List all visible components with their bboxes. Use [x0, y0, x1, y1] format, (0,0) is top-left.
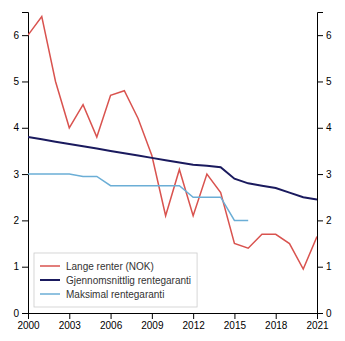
tick-label: 2 [326, 215, 332, 226]
tick-label: 0 [13, 308, 19, 319]
y2-axis: 0 1 2 3 4 5 6 [317, 13, 332, 319]
axis-line [29, 314, 318, 320]
tick: 2009 [141, 313, 164, 331]
tick-mark [276, 313, 277, 319]
series-line [28, 174, 248, 220]
tick-mark [234, 313, 235, 319]
chart: 2000200320062009201220152018202101234560… [0, 0, 345, 341]
tick: 2012 [183, 313, 206, 331]
tick-label: 2006 [100, 320, 123, 331]
tick: 2018 [265, 313, 288, 331]
tick-label: 2012 [183, 320, 206, 331]
x-axis: 2000 2003 2006 2009 2012 2015 2018 2021 [17, 313, 329, 331]
legend-swatch [40, 279, 60, 281]
tick-mark [69, 313, 70, 319]
tick: 4 [13, 122, 28, 133]
tick-label: 3 [13, 169, 19, 180]
tick-mark [22, 313, 28, 314]
axis-line [22, 13, 29, 314]
tick-label: 4 [13, 122, 19, 133]
series-line [28, 137, 317, 200]
tick-mark [22, 35, 28, 36]
tick: 6 [13, 30, 28, 41]
y-axis: 0 1 2 3 4 5 6 [13, 13, 28, 319]
tick: 3 [317, 169, 332, 180]
tick-label: 2018 [265, 320, 288, 331]
tick-mark [317, 267, 323, 268]
tick: 4 [317, 122, 332, 133]
tick-mark [22, 220, 28, 221]
tick: 1 [317, 261, 332, 272]
tick-label: 5 [13, 76, 19, 87]
tick-label: 2015 [224, 320, 247, 331]
tick-label: 1 [13, 261, 19, 272]
tick-label: 1 [326, 261, 332, 272]
tick: 0 [317, 308, 332, 319]
tick: 2015 [224, 313, 247, 331]
tick-mark [22, 81, 28, 82]
tick: 0 [13, 308, 28, 319]
tick-label: 4 [326, 122, 332, 133]
tick-mark [22, 174, 28, 175]
tick-mark [317, 128, 323, 129]
tick: 5 [13, 76, 28, 87]
tick-mark [317, 220, 323, 221]
tick-label: 5 [326, 76, 332, 87]
tick-label: 6 [326, 30, 332, 41]
tick-mark [193, 313, 194, 319]
lines [28, 17, 317, 269]
series-line [28, 17, 317, 269]
tick-mark [152, 313, 153, 319]
tick-mark [317, 81, 323, 82]
tick-label: 3 [326, 169, 332, 180]
tick-label: 2021 [306, 320, 329, 331]
tick: 2 [13, 215, 28, 226]
tick-mark [22, 267, 28, 268]
tick-label: 2009 [141, 320, 164, 331]
tick-label: 2 [13, 215, 19, 226]
tick-mark [317, 313, 323, 314]
legend: Lange renter (NOK) Gjennomsnittlig renteg… [34, 253, 197, 307]
legend-box [34, 253, 197, 307]
tick: 2000 [17, 313, 40, 331]
legend-swatch [40, 293, 60, 295]
tick: 5 [317, 76, 332, 87]
tick-label: 0 [326, 308, 332, 319]
tick: 3 [13, 169, 28, 180]
tick-mark [111, 313, 112, 319]
plot: 2000200320062009201220152018202101234560… [13, 13, 332, 332]
tick: 2003 [59, 313, 82, 331]
legend-swatch [40, 265, 60, 267]
legend-label: Gjennomsnittlig rentegaranti [66, 275, 191, 286]
tick-label: 2003 [59, 320, 82, 331]
tick-mark [22, 128, 28, 129]
legend-label: Maksimal rentegaranti [66, 289, 164, 300]
axis-line [318, 13, 324, 314]
tick-mark [317, 174, 323, 175]
tick-label: 2000 [17, 320, 40, 331]
tick: 6 [317, 30, 332, 41]
tick-mark [317, 35, 323, 36]
legend-label: Lange renter (NOK) [66, 261, 154, 272]
tick: 2006 [100, 313, 123, 331]
tick: 1 [13, 261, 28, 272]
tick: 2 [317, 215, 332, 226]
tick-label: 6 [13, 30, 19, 41]
